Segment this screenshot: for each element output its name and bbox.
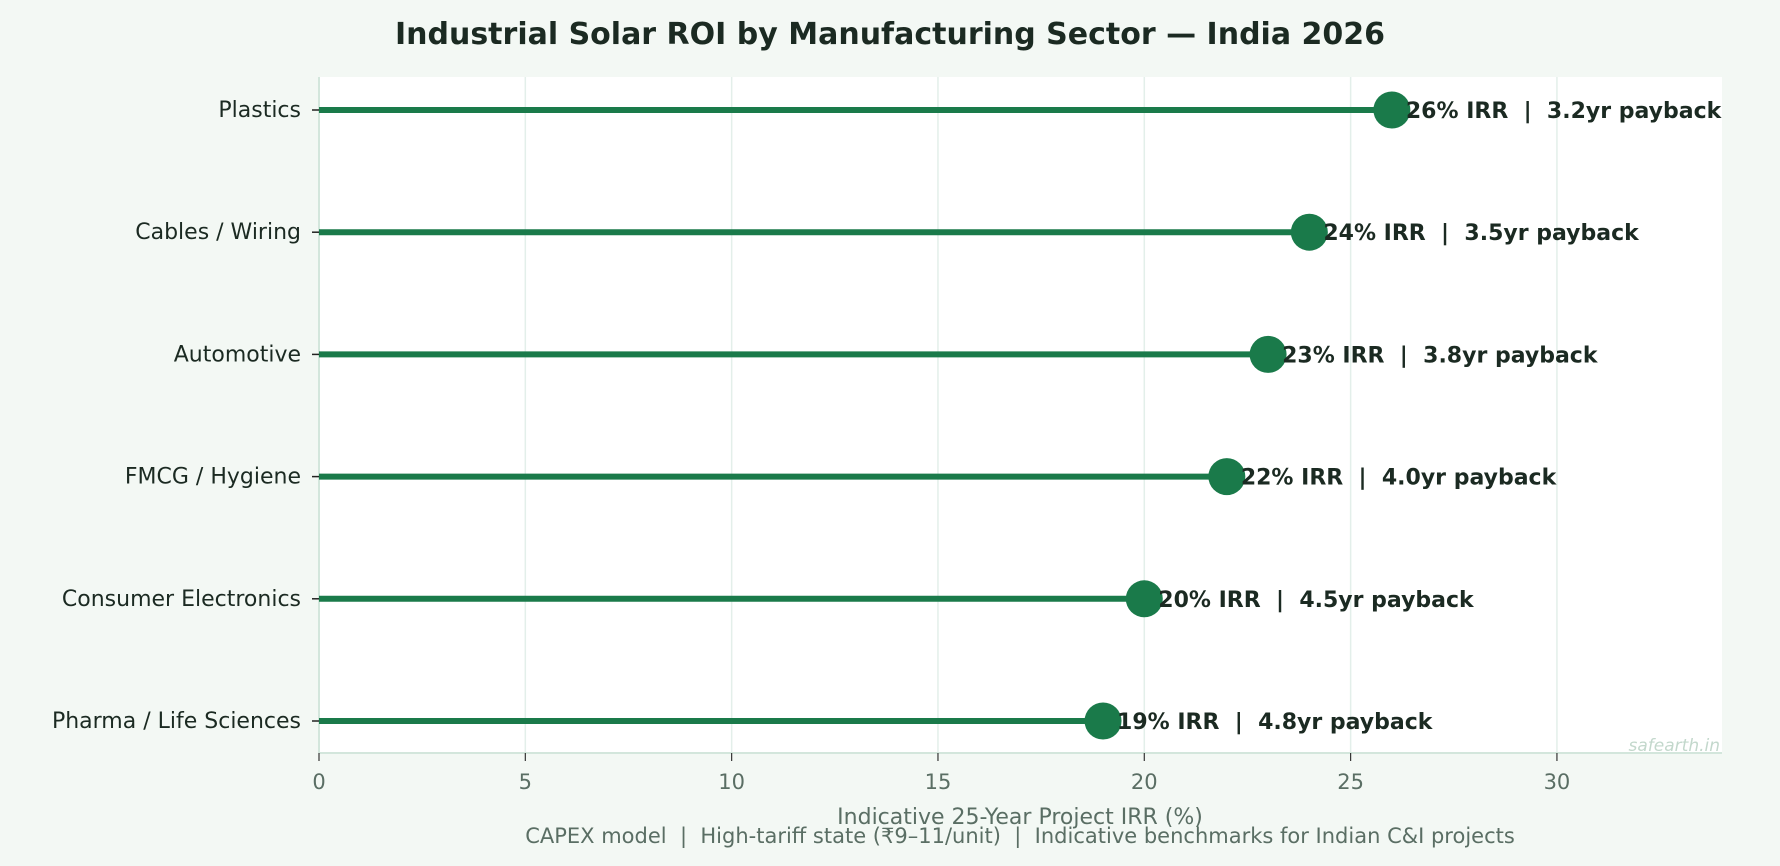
x-tick-label: 10 (718, 770, 745, 794)
y-tick-label: Plastics (218, 98, 301, 123)
y-tick-label: Cables / Wiring (135, 220, 301, 245)
lollipop-dot (1249, 335, 1287, 373)
lollipop-dot (1084, 702, 1122, 740)
watermark: safearth.in (1629, 736, 1720, 756)
y-tick-label: Automotive (174, 342, 301, 367)
data-label: 20% IRR | 4.5yr payback (1158, 588, 1475, 613)
x-tick-label: 5 (519, 770, 532, 794)
data-label: 22% IRR | 4.0yr payback (1241, 466, 1558, 491)
data-label: 23% IRR | 3.8yr payback (1282, 343, 1599, 368)
y-tick-label: Consumer Electronics (62, 587, 301, 612)
x-tick-label: 30 (1544, 770, 1571, 794)
data-label: 24% IRR | 3.5yr payback (1323, 221, 1640, 246)
lollipop-dot (1290, 213, 1328, 251)
y-tick-label: Pharma / Life Sciences (52, 709, 301, 734)
x-axis-label: Indicative 25-Year Project IRR (%) (837, 805, 1203, 830)
x-tick-label: 0 (312, 770, 325, 794)
chart-title: Industrial Solar ROI by Manufacturing Se… (395, 17, 1385, 52)
data-label: 26% IRR | 3.2yr payback (1406, 99, 1723, 124)
x-tick-label: 25 (1337, 770, 1364, 794)
chart-subtitle: CAPEX model | High-tariff state (₹9–11/u… (525, 824, 1515, 849)
y-tick-label: FMCG / Hygiene (125, 465, 301, 490)
data-label: 19% IRR | 4.8yr payback (1117, 710, 1434, 735)
plot-area (319, 77, 1722, 753)
lollipop-dot (1208, 458, 1246, 496)
x-tick-label: 15 (925, 770, 952, 794)
lollipop-dot (1125, 580, 1163, 618)
x-tick-label: 20 (1131, 770, 1158, 794)
lollipop-dot (1373, 91, 1411, 129)
